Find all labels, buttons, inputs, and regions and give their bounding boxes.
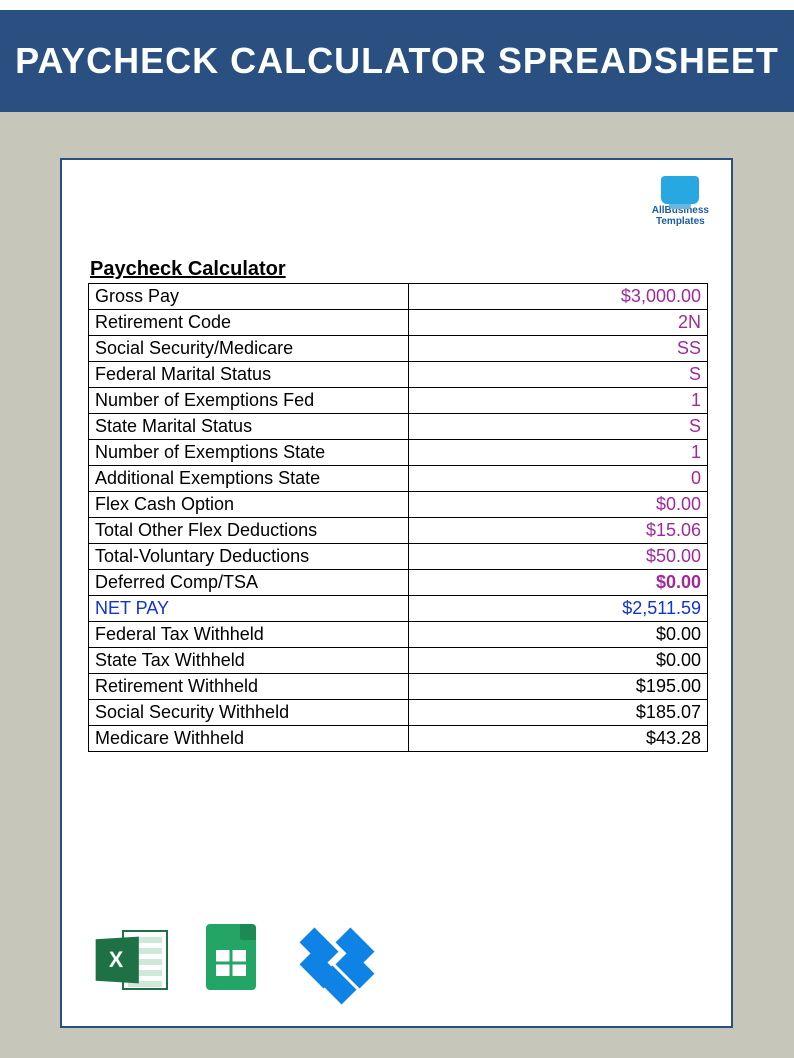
row-label: Gross Pay (89, 284, 409, 310)
table-row: Federal Tax Withheld$0.00 (89, 622, 708, 648)
row-label: Federal Marital Status (89, 362, 409, 388)
row-label: Total-Voluntary Deductions (89, 544, 409, 570)
row-value: $195.00 (409, 674, 708, 700)
table-row: Total-Voluntary Deductions$50.00 (89, 544, 708, 570)
row-value: $15.06 (409, 518, 708, 544)
excel-icon[interactable]: X (94, 924, 168, 998)
table-row: NET PAY$2,511.59 (89, 596, 708, 622)
table-row: Retirement Withheld$195.00 (89, 674, 708, 700)
table-row: Retirement Code2N (89, 310, 708, 336)
row-value: 2N (409, 310, 708, 336)
row-label: Flex Cash Option (89, 492, 409, 518)
laptop-icon (661, 176, 699, 204)
row-label: Social Security Withheld (89, 700, 409, 726)
row-value: $0.00 (409, 570, 708, 596)
table-row: State Marital StatusS (89, 414, 708, 440)
row-value: S (409, 362, 708, 388)
table-row: Additional Exemptions State0 (89, 466, 708, 492)
row-label: Number of Exemptions Fed (89, 388, 409, 414)
row-label: Total Other Flex Deductions (89, 518, 409, 544)
row-value: S (409, 414, 708, 440)
row-value: SS (409, 336, 708, 362)
table-row: Medicare Withheld$43.28 (89, 726, 708, 752)
row-label: Number of Exemptions State (89, 440, 409, 466)
table-row: Social Security Withheld$185.07 (89, 700, 708, 726)
row-label: State Marital Status (89, 414, 409, 440)
brand-text-2: Templates (652, 217, 709, 228)
header-band: PAYCHECK CALCULATOR SPREADSHEET (0, 0, 794, 112)
row-label: NET PAY (89, 596, 409, 622)
row-value: 1 (409, 388, 708, 414)
row-label: Deferred Comp/TSA (89, 570, 409, 596)
brand-badge: AllBusiness Templates (652, 176, 709, 227)
row-label: Medicare Withheld (89, 726, 409, 752)
row-label: Retirement Code (89, 310, 409, 336)
row-value: 1 (409, 440, 708, 466)
table-row: Flex Cash Option$0.00 (89, 492, 708, 518)
row-label: Additional Exemptions State (89, 466, 409, 492)
excel-glyph: X (109, 947, 123, 974)
page-wrap: AllBusiness Templates Paycheck Calculato… (0, 112, 794, 1058)
table-row: Gross Pay$3,000.00 (89, 284, 708, 310)
table-row: Total Other Flex Deductions$15.06 (89, 518, 708, 544)
table-row: State Tax Withheld$0.00 (89, 648, 708, 674)
google-sheets-icon[interactable] (194, 924, 268, 998)
row-value: $0.00 (409, 648, 708, 674)
paycheck-table: Gross Pay$3,000.00Retirement Code2NSocia… (88, 283, 708, 752)
row-value: $2,511.59 (409, 596, 708, 622)
page-title: PAYCHECK CALCULATOR SPREADSHEET (15, 40, 779, 82)
table-row: Federal Marital StatusS (89, 362, 708, 388)
dropbox-icon[interactable] (294, 926, 380, 996)
sheet-title: Paycheck Calculator (90, 258, 707, 281)
row-value: $0.00 (409, 622, 708, 648)
row-value: 0 (409, 466, 708, 492)
table-row: Number of Exemptions State1 (89, 440, 708, 466)
row-label: Retirement Withheld (89, 674, 409, 700)
row-value: $0.00 (409, 492, 708, 518)
download-icons-row: X (94, 924, 380, 998)
document-page: AllBusiness Templates Paycheck Calculato… (60, 158, 733, 1028)
row-label: Federal Tax Withheld (89, 622, 409, 648)
row-label: State Tax Withheld (89, 648, 409, 674)
table-row: Social Security/MedicareSS (89, 336, 708, 362)
table-row: Deferred Comp/TSA$0.00 (89, 570, 708, 596)
row-value: $43.28 (409, 726, 708, 752)
row-label: Social Security/Medicare (89, 336, 409, 362)
row-value: $185.07 (409, 700, 708, 726)
table-row: Number of Exemptions Fed1 (89, 388, 708, 414)
row-value: $3,000.00 (409, 284, 708, 310)
row-value: $50.00 (409, 544, 708, 570)
